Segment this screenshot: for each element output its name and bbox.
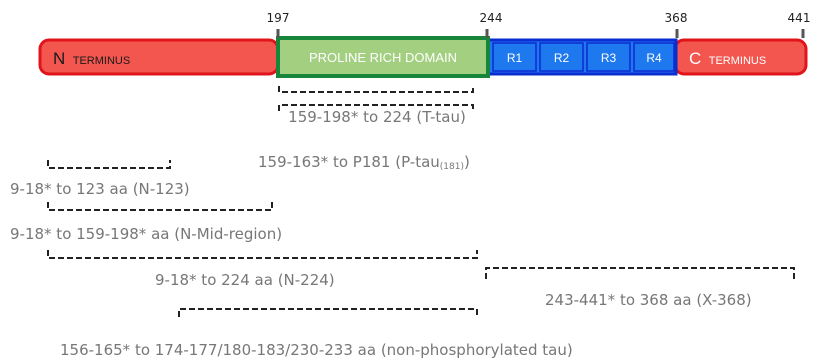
bracket-x-368 <box>485 267 795 279</box>
fragment-labels: 159-198* to 224 (T-tau) 159-163* to P181… <box>10 108 752 359</box>
bracket-t-tau <box>278 86 474 93</box>
repeat-r2-label: R2 <box>554 51 570 65</box>
repeat-r4-label: R4 <box>646 51 662 65</box>
fragment-x-368-label: 243-441* to 368 aa (X-368) <box>545 291 752 309</box>
position-368-label: 368 <box>665 11 688 25</box>
position-197-label: 197 <box>267 11 290 25</box>
position-441-label: 441 <box>788 11 811 25</box>
bracket-n-mid <box>47 202 273 211</box>
fragment-non-phos-label: 156-165* to 174-177/180-183/230-233 aa (… <box>60 341 573 359</box>
p-tau-subscript: (181) <box>440 162 464 172</box>
repeat-r4-box <box>633 42 675 72</box>
c-terminus-word: TERMINUS <box>709 55 766 67</box>
fragment-n-mid-label: 9-18* to 159-198* aa (N-Mid-region) <box>10 225 282 243</box>
p-tau-close-paren: ) <box>464 153 470 171</box>
fragment-p-tau-label: 159-163* to P181 (P-tau(181)) <box>258 153 470 172</box>
c-terminus-letter: C <box>689 49 701 68</box>
proline-rich-domain-segment <box>276 36 490 78</box>
bracket-n-123 <box>47 160 171 169</box>
position-markers: 197 244 368 441 <box>267 11 811 38</box>
bracket-non-phos <box>178 308 478 317</box>
n-terminus-letter: N <box>53 49 65 68</box>
repeat-r3-label: R3 <box>601 51 617 65</box>
bracket-n-224 <box>47 250 478 259</box>
fragment-n-123-label: 9-18* to 123 aa (N-123) <box>10 180 190 198</box>
position-244-label: 244 <box>480 11 503 25</box>
n-terminus-label: N TERMINUS <box>53 49 130 68</box>
p-tau-main-text: 159-163* to P181 (P-tau <box>258 153 440 171</box>
repeat-r1-label: R1 <box>507 51 523 65</box>
c-terminus-label: C TERMINUS <box>689 49 766 68</box>
fragment-n-224-label: 9-18* to 224 aa (N-224) <box>155 271 335 289</box>
bracket-p-tau <box>278 104 474 111</box>
fragment-t-tau-label: 159-198* to 224 (T-tau) <box>288 108 466 126</box>
fragment-brackets <box>47 86 795 317</box>
repeat-r2-box <box>539 42 584 72</box>
repeat-r1-box <box>492 42 537 72</box>
protein-bar: N TERMINUS PROLINE RICH DOMAIN R1 R2 R3 … <box>38 36 808 78</box>
repeat-r3-box <box>586 42 631 72</box>
n-terminus-word: TERMINUS <box>73 55 130 67</box>
proline-label: PROLINE RICH DOMAIN <box>309 50 457 65</box>
